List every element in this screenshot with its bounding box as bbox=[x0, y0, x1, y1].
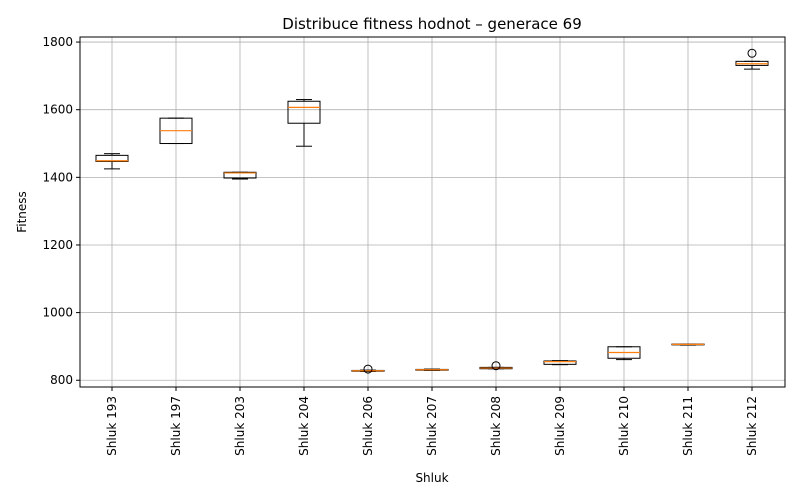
x-tick-label: Shluk 211 bbox=[681, 396, 695, 456]
outlier-point bbox=[747, 48, 757, 58]
y-axis-label: Fitness bbox=[15, 191, 29, 233]
y-tick-label: 1600 bbox=[42, 103, 73, 117]
x-tick-label: Shluk 193 bbox=[105, 396, 119, 456]
x-tick-label: Shluk 210 bbox=[617, 396, 631, 456]
box-shluk-210 bbox=[607, 346, 641, 361]
y-axis-ticks: 800 1000 1200 1400 1600 1800 bbox=[42, 35, 80, 387]
x-axis-label: Shluk bbox=[415, 471, 448, 485]
y-tick-label: 800 bbox=[50, 373, 73, 387]
x-tick-label: Shluk 212 bbox=[745, 396, 759, 456]
x-tick-label: Shluk 206 bbox=[361, 396, 375, 456]
box-shluk-211 bbox=[671, 343, 705, 346]
plot-area-frame bbox=[79, 36, 786, 388]
box-shluk-209 bbox=[543, 360, 577, 366]
x-tick-label: Shluk 207 bbox=[425, 396, 439, 456]
iqr-box bbox=[287, 100, 321, 124]
y-tick-label: 1400 bbox=[42, 170, 73, 184]
box-shluk-206 bbox=[351, 364, 385, 374]
box-shluk-212 bbox=[735, 48, 769, 70]
box-shluk-197 bbox=[159, 117, 193, 145]
x-tick-label: Shluk 203 bbox=[233, 396, 247, 456]
x-axis-ticks: Shluk 193 Shluk 197 Shluk 203 Shluk 204 Shlu… bbox=[105, 387, 759, 456]
x-tick-label: Shluk 208 bbox=[489, 396, 503, 456]
x-tick-label: Shluk 204 bbox=[297, 396, 311, 456]
box-series bbox=[95, 48, 769, 374]
chart-title: Distribuce fitness hodnot – generace 69 bbox=[282, 15, 581, 33]
x-tick-label: Shluk 209 bbox=[553, 396, 567, 456]
iqr-box bbox=[543, 360, 577, 365]
box-shluk-208 bbox=[479, 361, 513, 371]
box-shluk-203 bbox=[223, 171, 257, 180]
box-shluk-207 bbox=[415, 368, 449, 371]
y-tick-label: 1200 bbox=[42, 238, 73, 252]
y-tick-label: 1800 bbox=[42, 35, 73, 49]
box-shluk-204 bbox=[287, 99, 321, 147]
iqr-box bbox=[95, 154, 129, 162]
outlier-point bbox=[363, 364, 373, 374]
x-tick-label: Shluk 197 bbox=[169, 396, 183, 456]
grid-lines bbox=[80, 37, 785, 387]
y-tick-label: 1000 bbox=[42, 306, 73, 320]
outlier-point bbox=[491, 361, 501, 371]
box-shluk-193 bbox=[95, 153, 129, 170]
iqr-box bbox=[223, 171, 257, 179]
